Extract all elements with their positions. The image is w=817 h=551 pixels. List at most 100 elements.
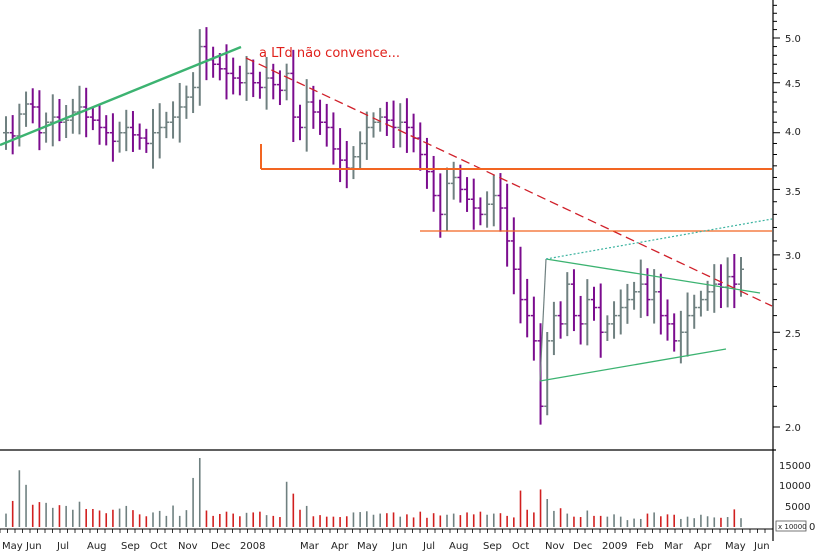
y-tick-label: 2.0 xyxy=(785,423,801,434)
x-tick-label: Sep xyxy=(483,541,502,551)
price-bar xyxy=(504,183,511,267)
price-bar xyxy=(36,90,43,151)
price-bar xyxy=(691,294,698,329)
price-bar xyxy=(597,283,604,358)
price-bar xyxy=(383,101,390,136)
price-bar xyxy=(283,63,290,101)
price-bar xyxy=(557,301,564,339)
y-tick-label: 2.5 xyxy=(785,329,801,340)
price-bar xyxy=(664,299,671,341)
x-tick-label: Aug xyxy=(87,541,107,551)
price-bars xyxy=(3,27,744,425)
price-bar xyxy=(43,112,50,143)
price-bar xyxy=(524,278,531,338)
y-tick-label: 4.5 xyxy=(785,79,801,90)
triangle-lower-line xyxy=(539,348,727,382)
price-bar xyxy=(644,268,651,317)
price-bar xyxy=(123,109,130,152)
triangle-upper-line xyxy=(545,258,761,294)
price-bar xyxy=(711,264,718,313)
price-bar xyxy=(103,115,110,146)
price-bar xyxy=(484,191,491,228)
price-bar xyxy=(403,98,410,153)
price-axis: 2.0 2.5 3.0 3.5 4.0 4.5 5.0 xyxy=(773,4,801,434)
price-bar xyxy=(170,101,177,139)
annotation-text: a LTd não convence... xyxy=(259,46,400,61)
price-bar xyxy=(290,49,297,143)
price-bar xyxy=(490,174,497,227)
x-tick-label: 2008 xyxy=(240,541,265,551)
price-bar xyxy=(697,290,704,317)
price-bar xyxy=(216,53,223,81)
price-bar xyxy=(29,88,36,124)
price-bar xyxy=(577,295,584,345)
price-bar xyxy=(183,85,190,119)
volume-tick-label: 5000 xyxy=(785,502,810,513)
x-tick-label: Aug xyxy=(449,541,469,551)
price-bar xyxy=(323,103,330,147)
x-tick-label: May xyxy=(725,541,746,551)
price-bar xyxy=(564,272,571,337)
price-bar xyxy=(530,296,537,361)
price-bar xyxy=(190,72,197,114)
price-bar xyxy=(196,29,203,106)
price-bar xyxy=(477,197,484,226)
price-bar xyxy=(417,122,424,171)
x-tick-label: Feb xyxy=(636,541,654,551)
price-bar xyxy=(591,286,597,321)
x-tick-label: 2009 xyxy=(602,541,627,551)
triangle-left-line xyxy=(539,258,547,382)
price-bar xyxy=(276,70,283,106)
price-bar xyxy=(470,178,477,230)
x-tick-label: Nov xyxy=(178,541,198,551)
price-bar xyxy=(704,280,711,311)
price-bar xyxy=(83,87,90,138)
price-bar xyxy=(637,259,644,318)
price-bar xyxy=(250,59,257,98)
price-bar xyxy=(390,100,397,149)
volume-unit-box xyxy=(775,520,807,532)
x-tick-label: Jul xyxy=(422,541,435,551)
x-tick-label: Jun xyxy=(391,541,408,551)
price-bar xyxy=(63,104,70,139)
price-bar xyxy=(3,116,9,150)
price-bar xyxy=(464,177,471,212)
price-bar xyxy=(570,269,577,332)
price-bar xyxy=(297,104,303,141)
price-bar xyxy=(49,94,56,147)
price-bar xyxy=(437,173,444,238)
x-tick-label: Apr xyxy=(694,541,712,551)
price-bar xyxy=(671,313,678,352)
price-bar xyxy=(544,332,551,416)
price-bar xyxy=(16,103,23,147)
volume-axis: 15000 10000 5000 x 10000 0 xyxy=(775,461,815,533)
price-bar xyxy=(243,55,250,101)
price-bar xyxy=(604,315,611,341)
price-bar xyxy=(116,121,123,153)
price-bar xyxy=(651,269,658,324)
volume-tick-label: 10000 xyxy=(779,481,811,492)
price-bar xyxy=(263,56,270,110)
price-bar xyxy=(109,113,116,162)
price-bar xyxy=(303,79,310,152)
x-tick-label: Jun xyxy=(753,541,770,551)
price-bar xyxy=(230,57,237,95)
x-tick-label: Dec xyxy=(211,541,230,551)
x-tick-label: Dec xyxy=(573,541,592,551)
price-bar xyxy=(517,246,524,324)
price-bar xyxy=(510,217,517,295)
price-bar xyxy=(624,283,631,324)
price-bar xyxy=(657,273,664,335)
price-bar xyxy=(330,112,337,165)
x-tick-label: Oct xyxy=(150,541,167,551)
price-bar xyxy=(23,91,30,127)
volume-tick-label: 15000 xyxy=(779,461,811,472)
price-bar xyxy=(457,164,464,203)
price-bar xyxy=(363,111,370,160)
price-bar xyxy=(176,82,183,143)
price-bar xyxy=(497,173,504,232)
x-tick-label: Mar xyxy=(664,541,684,551)
x-tick-label: Apr xyxy=(331,541,349,551)
